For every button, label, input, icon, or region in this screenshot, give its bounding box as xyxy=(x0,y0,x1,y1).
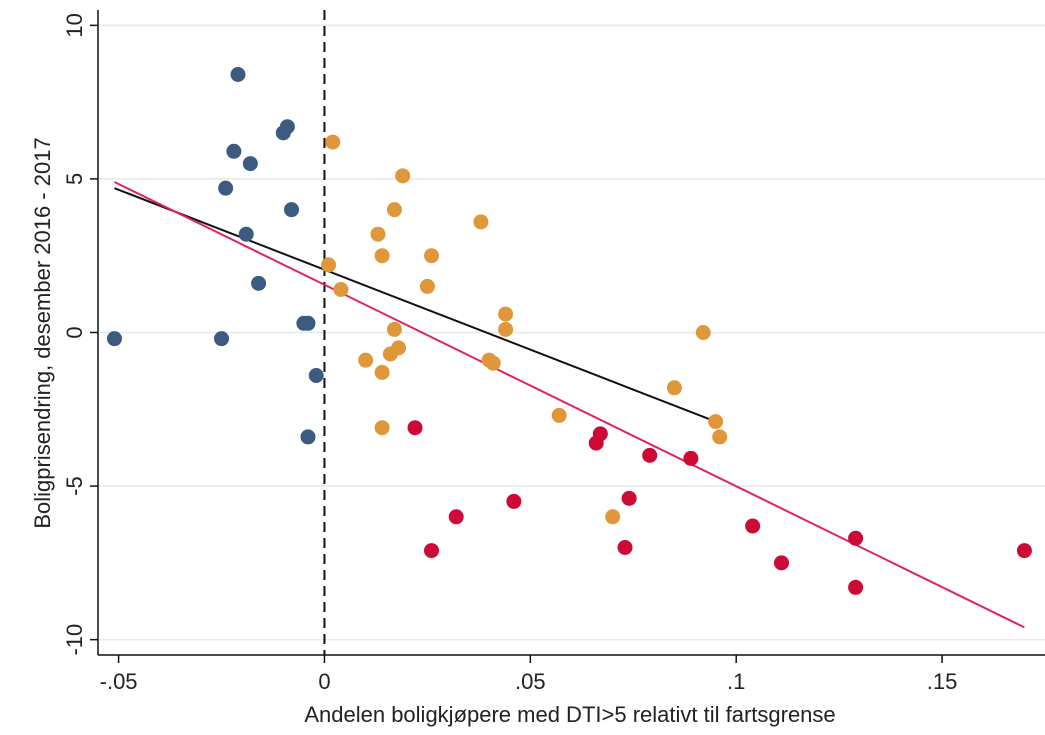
y-axis-title: Boligprisendring, desember 2016 - 2017 xyxy=(30,137,55,528)
data-point-series-1 xyxy=(242,156,258,172)
data-point-series-2 xyxy=(424,248,440,264)
data-point-series-3 xyxy=(745,518,761,534)
y-tick-label: -10 xyxy=(62,624,87,656)
data-point-series-3 xyxy=(642,447,658,463)
data-point-series-1 xyxy=(218,180,234,196)
x-tick-label: .15 xyxy=(927,669,958,694)
data-point-series-2 xyxy=(498,321,514,337)
data-point-series-2 xyxy=(386,202,402,218)
data-point-series-1 xyxy=(214,331,230,347)
y-tick-label: 10 xyxy=(62,13,87,37)
data-point-series-2 xyxy=(498,306,514,322)
fit-line-layer xyxy=(114,181,1025,629)
x-tick-label: -.05 xyxy=(100,669,138,694)
data-point-series-3 xyxy=(506,493,522,509)
data-point-series-2 xyxy=(666,380,682,396)
grid-layer xyxy=(98,24,1045,641)
data-point-series-2 xyxy=(605,509,621,525)
data-point-series-2 xyxy=(370,226,386,242)
data-point-series-2 xyxy=(374,420,390,436)
y-tick-label: 5 xyxy=(62,173,87,185)
y-tick-label: -5 xyxy=(62,476,87,496)
x-axis-title: Andelen boligkjøpere med DTI>5 relativt … xyxy=(304,702,835,727)
data-point-series-1 xyxy=(308,368,324,383)
data-point-series-3 xyxy=(848,530,864,546)
data-point-series-1 xyxy=(279,119,295,135)
fit-line-pink xyxy=(114,181,1025,629)
data-point-series-2 xyxy=(708,414,724,430)
data-point-series-2 xyxy=(321,257,337,273)
fit-line-black xyxy=(114,187,716,423)
data-point-series-2 xyxy=(419,278,435,294)
data-point-series-2 xyxy=(358,352,374,368)
data-point-series-2 xyxy=(712,429,728,445)
data-point-series-1 xyxy=(238,226,254,242)
data-point-series-3 xyxy=(424,543,440,559)
data-point-series-1 xyxy=(226,143,242,159)
data-point-series-1 xyxy=(284,202,300,218)
y-tick-label: 0 xyxy=(62,326,87,338)
data-point-series-2 xyxy=(374,248,390,264)
data-point-series-1 xyxy=(230,67,246,82)
data-point-series-1 xyxy=(251,275,267,291)
data-point-series-2 xyxy=(395,168,411,184)
x-tick-label: .05 xyxy=(515,669,546,694)
data-point-series-3 xyxy=(448,509,464,525)
data-point-series-2 xyxy=(325,134,341,150)
data-point-series-2 xyxy=(695,325,711,340)
data-point-series-1 xyxy=(300,315,316,331)
data-point-series-3 xyxy=(773,555,789,571)
data-point-series-3 xyxy=(621,490,637,506)
data-point-series-2 xyxy=(374,364,390,380)
data-point-series-3 xyxy=(683,450,699,466)
points-layer xyxy=(106,67,1032,595)
data-point-series-2 xyxy=(386,321,402,337)
data-point-series-1 xyxy=(300,429,316,445)
axis-layer: -10 -5 0 5 10 -.05 0 .05 .1 .15 xyxy=(62,10,1045,694)
data-point-series-1 xyxy=(106,331,122,347)
data-point-series-3 xyxy=(617,540,633,555)
data-point-series-2 xyxy=(473,214,489,230)
x-tick-label: 0 xyxy=(318,669,330,694)
data-point-series-3 xyxy=(848,579,864,595)
data-point-series-2 xyxy=(333,282,349,297)
data-point-series-3 xyxy=(592,426,608,442)
x-tick-label: .1 xyxy=(727,669,745,694)
data-point-series-2 xyxy=(485,355,501,371)
data-point-series-2 xyxy=(391,340,407,356)
data-point-series-3 xyxy=(407,420,423,436)
data-point-series-2 xyxy=(551,407,567,423)
data-point-series-3 xyxy=(1016,543,1032,559)
